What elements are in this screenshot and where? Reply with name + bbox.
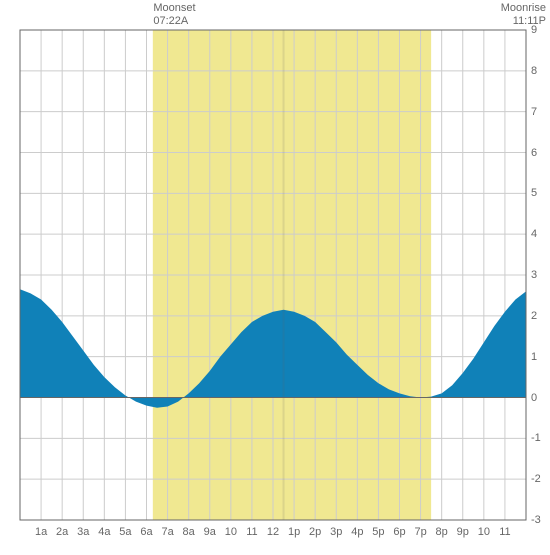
x-tick-label: 1a [35,526,47,538]
y-tick-label: -1 [531,432,541,444]
moonrise-header: Moonrise 11:11P [501,2,546,28]
y-tick-label: 1 [531,351,537,363]
y-tick-label: 6 [531,147,537,159]
y-tick-label: 8 [531,65,537,77]
x-tick-label: 3p [330,526,342,538]
y-tick-label: -2 [531,473,541,485]
tide-chart: Moonset 07:22A Moonrise 11:11P -3-2-1012… [0,0,550,550]
x-tick-label: 5a [119,526,131,538]
x-tick-label: 1p [288,526,300,538]
y-tick-label: 2 [531,310,537,322]
moonrise-title: Moonrise [501,2,546,15]
moonrise-time: 11:11P [501,15,546,28]
y-tick-label: 4 [531,228,537,240]
x-tick-label: 2a [56,526,68,538]
moonset-title: Moonset [153,2,195,15]
y-tick-label: -3 [531,514,541,526]
x-tick-label: 6a [140,526,152,538]
moonset-header: Moonset 07:22A [153,2,195,28]
x-tick-label: 9a [204,526,216,538]
moonset-time: 07:22A [153,15,195,28]
y-tick-label: 3 [531,269,537,281]
x-tick-label: 12 [267,526,279,538]
x-tick-label: 2p [309,526,321,538]
y-tick-label: 5 [531,187,537,199]
x-tick-label: 10 [478,526,490,538]
x-tick-label: 7p [414,526,426,538]
x-tick-label: 6p [393,526,405,538]
chart-svg [0,0,550,550]
x-tick-label: 11 [246,526,257,538]
y-tick-label: 7 [531,106,537,118]
x-tick-label: 8a [183,526,195,538]
x-tick-label: 9p [457,526,469,538]
y-tick-label: 9 [531,24,537,36]
x-tick-label: 4a [98,526,110,538]
x-tick-label: 4p [351,526,363,538]
x-tick-label: 5p [372,526,384,538]
x-tick-label: 10 [225,526,237,538]
x-tick-label: 8p [436,526,448,538]
x-tick-label: 3a [77,526,89,538]
x-tick-label: 11 [499,526,510,538]
y-tick-label: 0 [531,392,537,404]
x-tick-label: 7a [161,526,173,538]
